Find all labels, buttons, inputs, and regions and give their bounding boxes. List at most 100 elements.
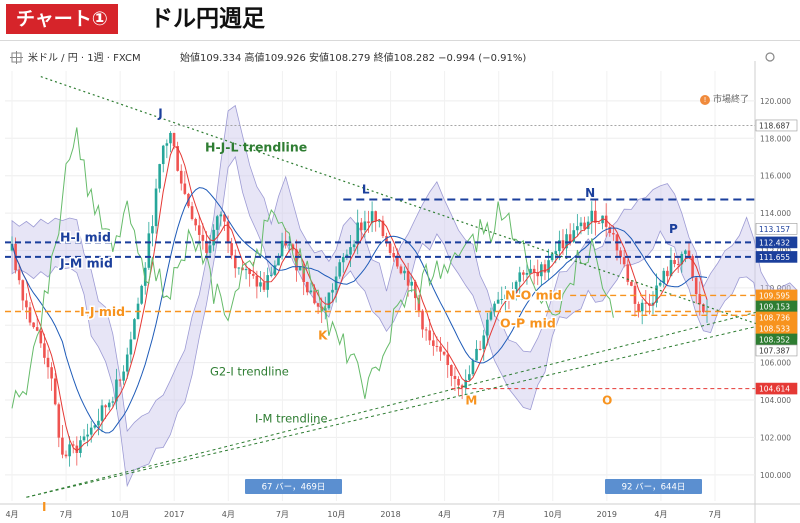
candle-body bbox=[622, 257, 626, 265]
candle-body bbox=[219, 214, 223, 217]
y-tick-label: 100.000 bbox=[760, 471, 791, 480]
candle-body bbox=[316, 303, 320, 307]
chart-symbol[interactable]: 米ドル / 円 · 1週 · FXCM bbox=[28, 51, 141, 64]
candle-body bbox=[287, 244, 291, 246]
price-tag-box bbox=[755, 223, 798, 235]
candle-body bbox=[244, 269, 248, 271]
candle-body bbox=[327, 292, 331, 309]
x-tick-label: 4月 bbox=[222, 510, 235, 519]
candle-body bbox=[637, 303, 640, 312]
candle-body bbox=[536, 272, 540, 277]
candle-body bbox=[205, 240, 208, 253]
y-tick-label: 110.000 bbox=[760, 284, 791, 293]
candle-body bbox=[183, 183, 187, 194]
chart-settings-icon[interactable] bbox=[765, 52, 775, 62]
x-tick-label: 4月 bbox=[654, 510, 667, 519]
candle-body bbox=[388, 243, 392, 253]
candle-body bbox=[500, 299, 504, 301]
candle-body bbox=[554, 251, 558, 254]
alert-icon: ! bbox=[700, 94, 710, 105]
candle-body bbox=[702, 304, 705, 313]
candle-body bbox=[277, 256, 280, 266]
candle-body bbox=[140, 285, 143, 304]
candle-body bbox=[363, 221, 367, 231]
candle-body bbox=[165, 143, 169, 146]
candle-body bbox=[125, 354, 129, 372]
candle-body bbox=[97, 420, 100, 426]
candle-body bbox=[215, 216, 219, 230]
candle-body bbox=[453, 375, 457, 379]
candle-body bbox=[432, 340, 435, 346]
range-label-box bbox=[605, 479, 702, 494]
candle-body bbox=[71, 444, 75, 446]
candle-body bbox=[50, 367, 53, 379]
x-tick-label: 2017 bbox=[164, 510, 184, 519]
candle-body bbox=[147, 233, 151, 268]
plot-area bbox=[5, 71, 755, 501]
candle-body bbox=[53, 378, 57, 405]
price-tag-value: 118.687 bbox=[759, 121, 790, 130]
candle-body bbox=[17, 270, 21, 281]
candle-body bbox=[345, 254, 349, 257]
price-tag-box bbox=[755, 119, 798, 132]
level-label: N-O mid bbox=[505, 287, 562, 302]
candle-body bbox=[201, 234, 205, 241]
x-tick-label: 7月 bbox=[492, 510, 505, 519]
candle-body bbox=[233, 255, 237, 269]
candle-body bbox=[374, 211, 378, 222]
candle-body bbox=[46, 357, 50, 368]
candle-body bbox=[547, 260, 550, 273]
price-tag-value: 109.595 bbox=[759, 291, 790, 300]
candle-body bbox=[360, 222, 363, 231]
candle-body bbox=[597, 222, 601, 224]
candle-body bbox=[302, 266, 305, 282]
price-tag-value: 112.432 bbox=[759, 238, 790, 247]
candle-body bbox=[630, 281, 633, 286]
candle-body bbox=[669, 260, 673, 277]
candle-body bbox=[572, 230, 576, 242]
candle-body bbox=[550, 253, 554, 261]
x-tick-label: 4月 bbox=[5, 510, 18, 519]
x-tick-label: 2019 bbox=[597, 510, 617, 519]
candle-body bbox=[190, 206, 194, 220]
price-tag-box bbox=[755, 251, 798, 263]
swing-point-label: M bbox=[465, 394, 477, 408]
crosshair-icon[interactable] bbox=[10, 51, 23, 64]
swing-point-label: O bbox=[602, 394, 612, 408]
candle-body bbox=[64, 454, 68, 457]
tradingview-chart[interactable]: 米ドル / 円 · 1週 · FXCM 始値109.334 高値109.926 … bbox=[0, 41, 800, 523]
candle-body bbox=[450, 365, 453, 376]
candle-body bbox=[133, 319, 136, 340]
candle-body bbox=[399, 266, 403, 274]
y-tick-label: 120.000 bbox=[760, 97, 791, 106]
candle-body bbox=[32, 322, 35, 328]
candle-body bbox=[406, 270, 410, 286]
ohlc-readout: 始値109.334 高値109.926 安値108.279 終値108.282 … bbox=[180, 51, 526, 64]
candle-body bbox=[334, 276, 338, 290]
candle-body bbox=[151, 226, 154, 234]
candle-body bbox=[658, 282, 662, 286]
candle-body bbox=[230, 243, 233, 256]
candle-body bbox=[35, 327, 39, 331]
range-label-text: 92 バー，644日 bbox=[622, 483, 686, 493]
candle-body bbox=[694, 277, 698, 295]
candle-body bbox=[529, 268, 532, 273]
candle-body bbox=[280, 240, 284, 257]
candle-body bbox=[475, 348, 478, 361]
candle-body bbox=[93, 425, 97, 428]
candle-body bbox=[511, 293, 514, 297]
candle-body bbox=[313, 290, 316, 304]
candle-body bbox=[457, 378, 460, 386]
candle-body bbox=[251, 274, 255, 276]
candle-body bbox=[558, 240, 561, 252]
candle-body bbox=[403, 270, 406, 274]
trendline-i-m bbox=[26, 317, 794, 498]
candle-body bbox=[248, 269, 251, 275]
candle-body bbox=[25, 300, 28, 308]
candle-body bbox=[684, 250, 687, 254]
candle-body bbox=[648, 303, 651, 306]
candle-body bbox=[305, 281, 309, 293]
candle-body bbox=[338, 262, 341, 277]
candle-body bbox=[298, 266, 302, 271]
y-tick-label: 102.000 bbox=[760, 433, 791, 442]
